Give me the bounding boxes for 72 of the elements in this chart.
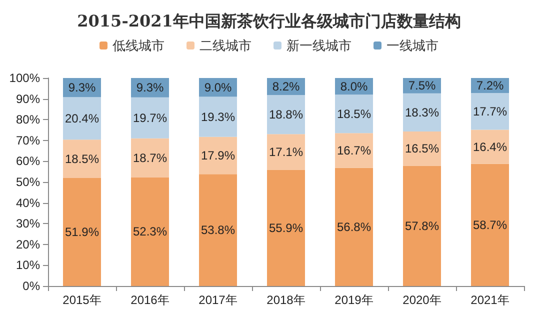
data-label: 17.7% [472, 104, 508, 118]
legend-label: 二线城市 [200, 38, 252, 53]
bar [131, 138, 169, 178]
bar [131, 177, 169, 286]
x-tick-label: 2020年 [402, 293, 442, 307]
data-label: 57.8% [404, 218, 440, 233]
data-label: 52.3% [132, 224, 168, 239]
bar [335, 133, 373, 168]
legend-label: 新一线城市 [286, 38, 352, 53]
y-tick-label: 80% [16, 112, 40, 127]
y-tick-label: 90% [16, 92, 40, 106]
data-label: 19.7% [132, 110, 168, 125]
data-label: 7.5% [408, 78, 436, 93]
bar [403, 166, 441, 286]
bar [199, 96, 237, 137]
bar [267, 134, 305, 170]
data-label: 55.9% [268, 220, 304, 235]
data-label: 7.2% [476, 78, 504, 92]
bar [335, 94, 373, 134]
y-tick-label: 50% [16, 175, 40, 189]
bar [403, 93, 441, 132]
data-label: 9.0% [204, 80, 232, 94]
y-tick-label: 20% [16, 237, 40, 252]
chart-title: 2015-2021年中国新茶饮行业各级城市门店数量结构 [77, 12, 461, 30]
data-label: 18.7% [132, 150, 168, 165]
bar [131, 97, 169, 138]
bar [267, 95, 305, 134]
bar [199, 174, 237, 286]
y-tick-label: 100% [9, 71, 40, 85]
x-tick-label: 2018年 [266, 293, 306, 307]
data-label: 18.8% [268, 108, 304, 122]
data-label: 58.7% [472, 218, 508, 232]
y-tick-label: 40% [16, 196, 40, 210]
data-label: 9.3% [136, 80, 164, 95]
x-tick-label: 2016年 [130, 293, 170, 307]
data-label: 18.3% [404, 105, 440, 120]
bar [63, 178, 101, 286]
y-tick-label: 70% [16, 133, 40, 148]
y-tick-label: 10% [16, 258, 40, 272]
data-label: 16.4% [472, 140, 508, 154]
data-label: 8.2% [272, 80, 300, 94]
bar [267, 170, 305, 286]
data-label: 20.4% [64, 111, 100, 126]
y-tick-label: 30% [16, 216, 40, 231]
bar [199, 136, 237, 174]
data-label: 18.5% [336, 106, 372, 121]
data-label: 9.3% [68, 80, 96, 95]
x-tick-label: 2019年 [334, 293, 374, 307]
y-tick-label: 0% [22, 279, 40, 293]
bar [471, 130, 509, 164]
data-label: 18.5% [64, 152, 100, 166]
x-tick-label: 2015年 [62, 293, 102, 307]
bar [471, 92, 509, 130]
data-label: 16.5% [404, 142, 440, 156]
data-label: 8.0% [340, 79, 368, 94]
x-tick-label: 2017年 [198, 293, 238, 307]
data-label: 53.8% [200, 223, 236, 238]
data-label: 16.7% [336, 143, 372, 158]
bar [471, 164, 509, 286]
data-label: 51.9% [64, 225, 100, 240]
bar [63, 140, 101, 178]
data-label: 56.8% [336, 220, 372, 234]
x-tick-label: 2021年 [470, 293, 510, 307]
bar [335, 168, 373, 286]
data-label: 17.1% [268, 144, 304, 159]
data-label: 17.9% [200, 148, 236, 162]
legend-label: 一线城市 [386, 38, 438, 53]
legend-label: 低线城市 [112, 38, 164, 53]
y-tick-label: 60% [16, 154, 40, 168]
bar [403, 131, 441, 166]
bar [63, 97, 101, 140]
data-label: 19.3% [200, 110, 236, 124]
